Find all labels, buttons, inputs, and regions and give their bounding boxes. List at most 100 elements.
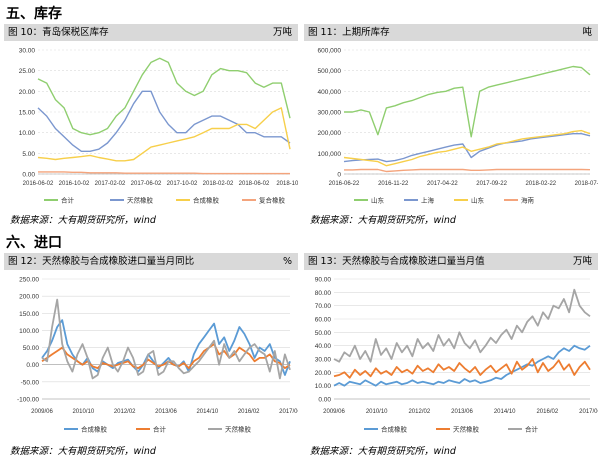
y-tick-label: 70.00: [315, 303, 332, 310]
x-tick-label: 2010/10: [366, 409, 388, 415]
y-tick-label: 0.00: [318, 397, 331, 404]
chart-unit-10: 万吨: [272, 27, 292, 38]
x-tick-label: 2009/06: [323, 409, 345, 415]
chart-shfe-inventory: 0 100,000 200,000 300,000 400,000 500,000 600,…: [318, 48, 599, 205]
x-tick-label: 2017/06: [279, 409, 298, 415]
chart-unit-13: 万吨: [572, 256, 592, 267]
x-tick-label: 2009/06: [31, 409, 53, 415]
series-line-3: [41, 298, 291, 380]
chart-title-bar-10: 图 10：青岛保税区库存 万吨: [4, 24, 298, 41]
y-tick-label: 80.00: [315, 290, 332, 297]
legend-label: 合成橡胶: [381, 425, 408, 434]
x-tick-label: 2014/10: [196, 409, 218, 415]
y-tick-label: 10.00: [315, 383, 332, 390]
chart-title-13: 图 13：天然橡胶与合成橡胶进口量当月值: [308, 256, 485, 267]
y-tick-label: 5.00: [22, 151, 35, 158]
y-tick-label: 90.00: [315, 277, 332, 284]
chart-title-12: 图 12：天然橡胶与合成橡胶进口量当月同比: [8, 256, 195, 267]
chart-title-bar-11: 图 11：上期所库存 吨: [304, 24, 598, 41]
y-tick-label: -50.00: [21, 379, 40, 386]
x-tick-label: 2018-02-22: [525, 181, 556, 187]
y-tick-label: 30.00: [315, 357, 332, 364]
y-tick-label: 30.00: [19, 48, 36, 55]
legend-label: 天然橡胶: [225, 425, 252, 434]
chart-title-bar-13: 图 13：天然橡胶与合成橡胶进口量当月值 万吨: [304, 253, 598, 270]
series-line-2: [37, 90, 291, 153]
x-tick-label: 2017-04-22: [427, 181, 458, 187]
x-tick-label: 2014/10: [494, 409, 516, 415]
source-note-12: 数据来源：大有期货研究所，wind: [10, 446, 156, 457]
source-note-10: 数据来源：大有期货研究所，wind: [10, 215, 156, 226]
chart-title-10: 图 10：青岛保税区库存: [8, 27, 109, 38]
x-tick-label: 2017-10-02: [167, 181, 198, 187]
y-tick-label: -100.00: [17, 397, 39, 404]
y-tick-label: 100,000: [318, 151, 342, 158]
y-tick-label: 150.00: [19, 311, 39, 318]
x-tick-label: 2017-06-02: [131, 181, 162, 187]
legend-label: 天然橡胶: [453, 425, 480, 434]
x-tick-label: 2016/02: [238, 409, 260, 415]
series-line-4: [344, 168, 591, 173]
series-line-1: [333, 344, 591, 387]
x-tick-label: 2013/06: [451, 409, 473, 415]
chart-import-monthly: 0.00 10.00 20.00 30.00 40.00 50.00 60.00 70.00 8…: [315, 277, 598, 434]
x-tick-label: 2016-10-02: [59, 181, 90, 187]
y-tick-label: 60.00: [315, 317, 332, 324]
y-tick-label: 100.00: [19, 328, 39, 335]
chart-unit-11: 吨: [582, 27, 592, 38]
legend-label: 上海: [421, 196, 435, 205]
series-line-3: [333, 288, 591, 363]
y-tick-label: 400,000: [318, 89, 342, 96]
x-tick-label: 2018-10-0: [276, 181, 298, 187]
series-line-2: [343, 132, 591, 163]
x-tick-label: 2018-06-02: [239, 181, 270, 187]
section-heading-inventory: 五、库存: [6, 6, 62, 22]
chart-qingdao-bonded-inventory: 0.00 5.00 10.00 15.00 20.00 25.00 30.00 2016-06…: [19, 48, 298, 205]
x-tick-label: 2017-02-02: [95, 181, 126, 187]
legend-label: 合计: [525, 425, 539, 434]
x-tick-label: 2016/02: [536, 409, 558, 415]
y-tick-label: 25.00: [19, 68, 36, 75]
y-tick-label: 0.00: [22, 172, 35, 179]
y-tick-label: 20.00: [19, 89, 36, 96]
x-tick-label: 2010/10: [72, 409, 94, 415]
legend-label: 天然橡胶: [127, 196, 154, 205]
chart-title-11: 图 11：上期所库存: [308, 27, 390, 38]
x-tick-label: 2018-07-22: [575, 181, 598, 187]
y-tick-label: 50.00: [315, 330, 332, 337]
y-tick-label: 0.00: [26, 362, 39, 369]
legend-label: 合计: [153, 425, 167, 434]
chart-import-yoy: -100.00 -50.00 0.00 50.00 100.00 150.00 200.00…: [17, 277, 298, 434]
chart-unit-12: %: [282, 256, 292, 267]
y-tick-label: 15.00: [19, 110, 36, 117]
y-tick-label: 600,000: [318, 48, 342, 55]
legend-label: 复合橡胶: [259, 196, 286, 205]
y-tick-label: 200,000: [318, 130, 342, 137]
y-tick-label: 50.00: [23, 345, 40, 352]
x-tick-label: 2016-11-22: [378, 181, 409, 187]
x-tick-label: 2013/06: [155, 409, 177, 415]
series-line-3: [37, 107, 291, 162]
source-note-11: 数据来源：大有期货研究所，wind: [310, 215, 456, 226]
legend-label: 合成橡胶: [81, 425, 108, 434]
x-tick-label: 2012/02: [114, 409, 136, 415]
series-line-2: [333, 358, 591, 379]
x-tick-label: 2016-06-22: [329, 181, 360, 187]
chart-title-bar-12: 图 12：天然橡胶与合成橡胶进口量当月同比 %: [4, 253, 298, 270]
y-tick-label: 250.00: [19, 277, 39, 284]
series-line-4: [38, 171, 290, 175]
section-heading-imports: 六、进口: [6, 235, 62, 251]
y-tick-label: 300,000: [318, 110, 342, 117]
y-tick-label: 10.00: [19, 130, 36, 137]
series-line-1: [37, 57, 291, 136]
series-line-3: [343, 129, 591, 167]
source-note-13: 数据来源：大有期货研究所，wind: [310, 446, 456, 457]
legend-label: 合计: [61, 196, 75, 205]
x-tick-label: 2012/02: [408, 409, 430, 415]
legend-label: 海南: [521, 196, 535, 205]
x-tick-label: 2017-09-22: [476, 181, 507, 187]
legend-label: 山东: [471, 196, 485, 205]
y-tick-label: 20.00: [315, 370, 332, 377]
x-tick-label: 2017/06: [579, 409, 598, 415]
series-line-2: [41, 343, 291, 369]
